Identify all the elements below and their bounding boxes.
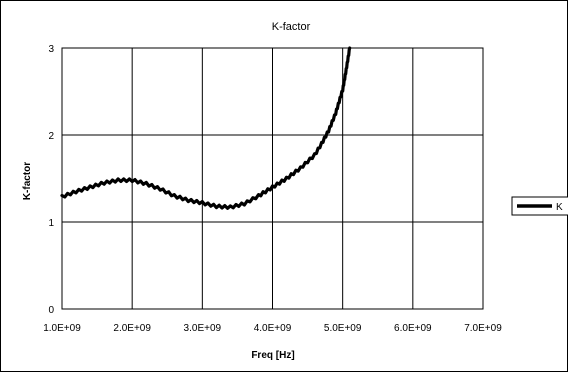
series-line-k: [60, 46, 352, 210]
x-tick-label: 1.0E+09: [43, 323, 81, 334]
tick-label-layer: 1.0E+09 2.0E+09 3.0E+09 4.0E+09 5.0E+09 6.0E+…: [43, 44, 502, 334]
y-tick-label: 0: [48, 305, 54, 316]
y-axis-label: K-factor: [22, 162, 33, 200]
chart-title: K-factor: [272, 21, 311, 33]
legend-label-k: K: [556, 202, 563, 213]
y-tick-label: 3: [48, 44, 54, 55]
x-tick-label: 3.0E+09: [184, 323, 222, 334]
x-tick-label: 7.0E+09: [464, 323, 502, 334]
x-tick-label: 5.0E+09: [324, 323, 362, 334]
x-tick-label: 4.0E+09: [254, 323, 292, 334]
x-tick-label: 2.0E+09: [113, 323, 151, 334]
y-tick-label: 2: [48, 131, 54, 142]
x-axis-label: Freq [Hz]: [251, 350, 294, 361]
plot-area-border: [61, 47, 484, 310]
y-tick-label: 1: [48, 218, 54, 229]
series-layer: [60, 46, 352, 210]
x-tick-label: 6.0E+09: [394, 323, 432, 334]
legend: K: [511, 196, 568, 216]
